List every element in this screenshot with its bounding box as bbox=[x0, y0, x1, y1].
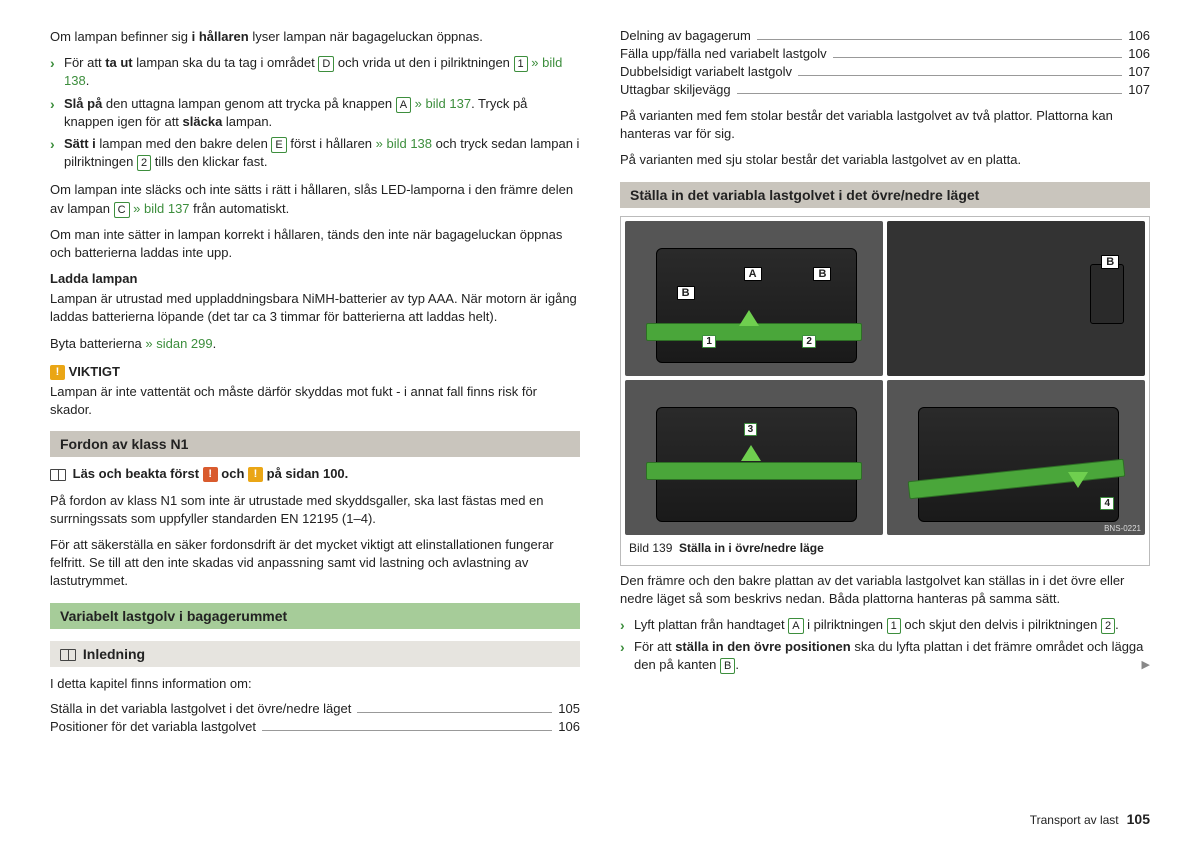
warn-red-icon: ! bbox=[203, 467, 218, 482]
book-icon-2 bbox=[60, 649, 76, 661]
toc-intro: I detta kapitel finns information om: bbox=[50, 675, 580, 693]
figure-caption: Bild 139 Ställa in i övre/nedre läge bbox=[625, 535, 1145, 561]
book-icon bbox=[50, 469, 66, 481]
viktigt-paragraph: Lampan är inte vattentät och måste därfö… bbox=[50, 383, 580, 419]
platta-steps: Lyft plattan från handtaget A i pilriktn… bbox=[620, 616, 1150, 675]
n1-p2: För att säkerställa en säker fordonsdrif… bbox=[50, 536, 580, 591]
read-first: Läs och beakta först ! och ! på sidan 10… bbox=[50, 465, 580, 483]
warning-icon: ! bbox=[50, 365, 65, 380]
n1-p1: På fordon av klass N1 som inte är utrust… bbox=[50, 492, 580, 528]
heading-n1: Fordon av klass N1 bbox=[50, 431, 580, 457]
right-column: Delning av bagagerum106 Fälla upp/fälla … bbox=[620, 28, 1150, 737]
viktigt-header: ! VIKTIGT bbox=[50, 363, 580, 381]
byta-paragraph: Byta batterierna » sidan 299. bbox=[50, 335, 580, 353]
incorrect-paragraph: Om man inte sätter in lampan korrekt i h… bbox=[50, 226, 580, 262]
toc-row: Dubbelsidigt variabelt lastgolv107 bbox=[620, 64, 1150, 79]
five-seat-paragraph: På varianten med fem stolar består det v… bbox=[620, 107, 1150, 143]
figure-cell-2: B bbox=[887, 221, 1145, 376]
page-footer: Transport av last105 bbox=[1030, 811, 1150, 827]
seven-seat-paragraph: På varianten med sju stolar består det v… bbox=[620, 151, 1150, 169]
heading-variabelt: Variabelt lastgolv i bagagerummet bbox=[50, 603, 580, 629]
warn-yellow-icon: ! bbox=[248, 467, 263, 482]
left-column: Om lampan befinner sig i hållaren lyser … bbox=[50, 28, 580, 737]
ladda-heading: Ladda lampan bbox=[50, 270, 580, 288]
toc-row: Ställa in det variabla lastgolvet i det … bbox=[50, 701, 580, 716]
led-paragraph: Om lampan inte släcks och inte sätts i r… bbox=[50, 181, 580, 217]
toc-row: Fälla upp/fälla ned variabelt lastgolv10… bbox=[620, 46, 1150, 61]
figure-cell-3: 3 bbox=[625, 380, 883, 535]
heading-set-floor: Ställa in det variabla lastgolvet i det … bbox=[620, 182, 1150, 208]
figure-cell-1: A B B 1 2 bbox=[625, 221, 883, 376]
ladda-paragraph: Lampan är utrustad med uppladdningsbara … bbox=[50, 290, 580, 326]
figure-139: A B B 1 2 B 3 bbox=[620, 216, 1150, 566]
heading-inledning: Inledning bbox=[50, 641, 580, 667]
figure-id: BNS-0221 bbox=[1104, 524, 1141, 533]
platta-paragraph: Den främre och den bakre plattan av det … bbox=[620, 572, 1150, 608]
toc-row: Delning av bagagerum106 bbox=[620, 28, 1150, 43]
continue-icon: ▶ bbox=[1142, 658, 1150, 673]
toc-row: Uttagbar skiljevägg107 bbox=[620, 82, 1150, 97]
figure-cell-4: 4 BNS-0221 bbox=[887, 380, 1145, 535]
toc-row: Positioner för det variabla lastgolvet10… bbox=[50, 719, 580, 734]
lamp-steps: För att ta ut lampan ska du ta tag i omr… bbox=[50, 54, 580, 171]
intro-paragraph: Om lampan befinner sig i hållaren lyser … bbox=[50, 28, 580, 46]
